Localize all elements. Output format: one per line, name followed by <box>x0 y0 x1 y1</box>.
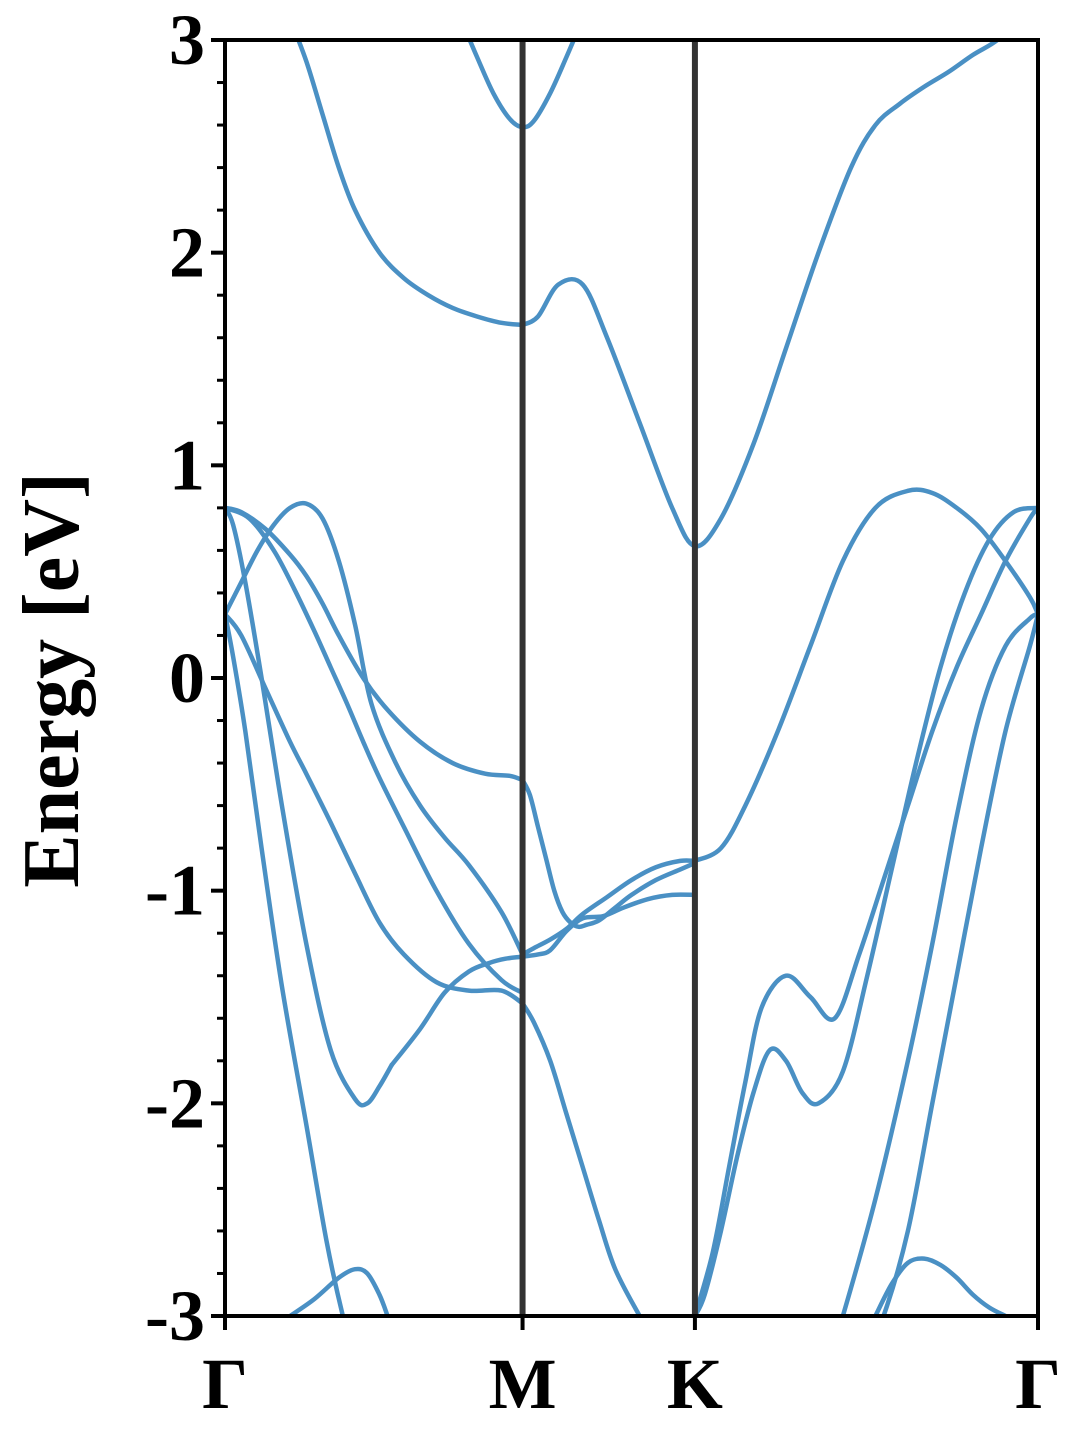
band-line-19 <box>287 1266 390 1316</box>
y-axis-label: Energy [eV] <box>8 472 96 887</box>
y-tick-label: 1 <box>169 425 205 505</box>
plot-frame <box>223 38 1040 1318</box>
band-line-17 <box>296 40 525 328</box>
x-tick-label-Γ: Γ <box>202 1344 248 1424</box>
x-tick-label-M: M <box>489 1344 557 1424</box>
band-line-5 <box>520 1001 643 1316</box>
band-line-4 <box>225 611 525 1006</box>
y-tick-label: -2 <box>145 1063 205 1143</box>
band-line-14 <box>840 611 1038 1316</box>
band-line-3 <box>389 892 698 1068</box>
x-tick-label-Γ: Γ <box>1015 1344 1061 1424</box>
y-axis-ticks: 3 2 1 0 -1 -2 -3 <box>145 0 225 1356</box>
y-tick-label: -3 <box>145 1276 205 1356</box>
y-tick-label: -1 <box>145 851 205 931</box>
band-line-10 <box>225 505 525 783</box>
band-line-2 <box>225 505 394 1108</box>
band-line-11 <box>520 777 698 930</box>
band-line-16 <box>520 40 1001 549</box>
band-line-13 <box>692 505 1038 1316</box>
band-line-9 <box>692 487 1038 864</box>
band-line-15 <box>881 611 1038 1316</box>
y-tick-label: 0 <box>169 638 205 718</box>
band-line-12 <box>692 505 1038 1316</box>
band-line-6 <box>225 505 525 995</box>
y-tick-label: 2 <box>169 213 205 293</box>
band-line-7 <box>225 500 525 957</box>
kpath-separator-lines <box>519 40 698 1316</box>
band-lines <box>225 40 1038 1316</box>
band-line-8 <box>520 858 698 957</box>
x-tick-label-K: K <box>667 1344 723 1424</box>
y-tick-label: 3 <box>169 0 205 80</box>
band-line-1 <box>225 611 346 1316</box>
band-line-20 <box>873 1256 1008 1316</box>
